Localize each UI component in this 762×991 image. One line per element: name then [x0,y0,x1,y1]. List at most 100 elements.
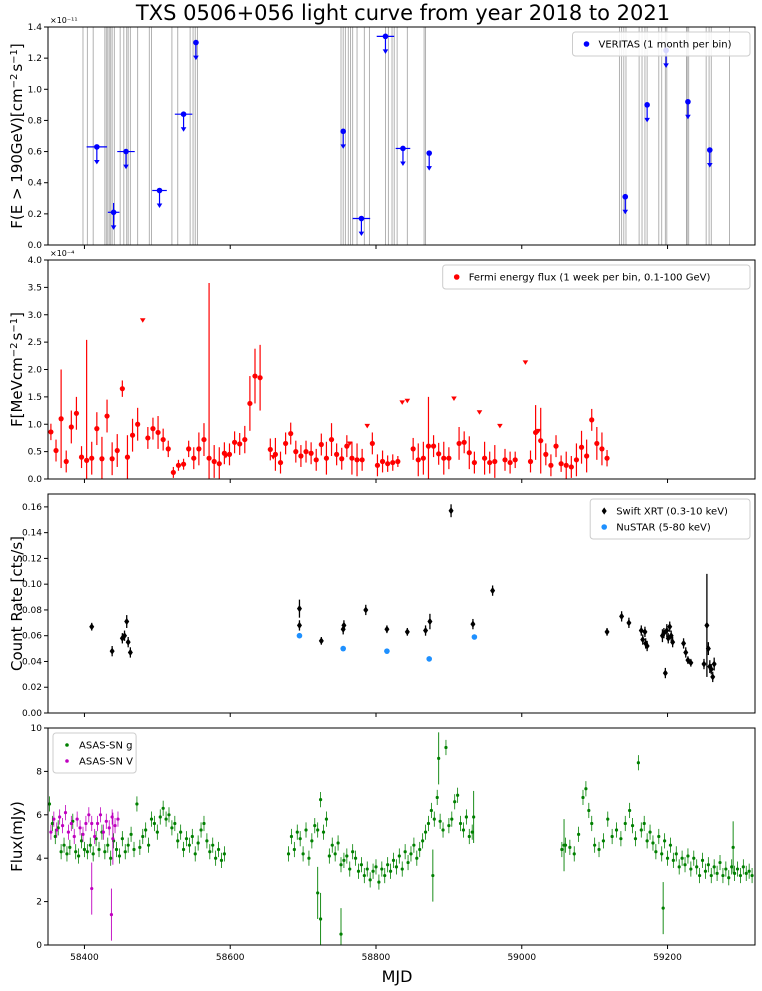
swift-point [318,637,324,645]
asassn-g-point [141,834,145,839]
asassn-g-point [289,834,294,839]
asassn-v-point [55,828,59,832]
asassn-g-point [103,850,107,854]
asassn-g-point [444,745,448,750]
asassn-g-point [304,828,308,832]
fermi-point [175,462,182,468]
fermi-point [73,410,80,416]
fermi-upper-limit [497,423,503,429]
asassn-g-point [695,865,699,869]
swift-point [670,638,676,646]
y-axis-label-part: F[MeVcm [8,357,26,427]
axes-frame [47,493,756,714]
asassn-g-point [109,856,113,860]
asassn-g-point [750,873,754,878]
fermi-point [277,459,284,466]
asassn-g-point [661,906,665,910]
swift-point [705,644,711,653]
veritas-ul-arrow [156,203,163,209]
asassn-g-point [330,843,334,847]
asassn-g-point [310,839,314,843]
asassn-g-point [577,832,581,836]
asassn-v-point [93,834,97,839]
fermi-point [323,455,330,461]
fermi-point [578,444,585,450]
veritas-point [382,33,389,40]
asassn-g-point [435,795,439,800]
swift-point [701,660,707,668]
veritas-point [193,39,199,46]
asassn-g-point [636,761,640,765]
plot-area [82,27,730,245]
veritas-ul-arrow [644,117,650,123]
fermi-point [334,451,340,457]
asassn-g-point [292,847,296,852]
fermi-point [538,438,544,444]
fermi-point [247,400,253,407]
y-tick-label: 0.06 [22,632,42,642]
fermi-point [359,457,365,463]
swift-point [89,623,95,631]
fermi-point [48,429,54,435]
asassn-g-point [461,828,466,832]
veritas-point [340,128,346,135]
asassn-g-point [216,847,221,852]
asassn-g-point [318,917,323,921]
veritas-ul-arrow [707,163,713,168]
nustar-point [426,656,432,662]
asassn-g-point [732,871,737,875]
asassn-g-point [339,932,343,936]
fermi-point [584,453,590,459]
swift-point [664,626,670,635]
asassn-g-point [114,847,119,852]
asassn-g-point [181,847,186,852]
fermi-point [410,446,416,452]
fermi-point [568,464,574,470]
swift-point [638,626,644,635]
fermi-point [558,461,564,467]
asassn-g-point [368,878,372,882]
fermi-point [119,386,125,392]
asassn-v-point [52,817,56,821]
asassn-g-point [79,839,84,843]
fermi-panel: 0.00.51.01.52.02.53.03.54.0×10⁻⁴F[MeVcm−… [8,249,756,485]
y-multiplier: ×10⁻¹¹ [50,16,78,25]
legend-box [442,264,751,290]
fermi-point [160,436,166,443]
legend-label: Swift XRT (0.3-10 keV) [616,507,728,518]
veritas-point [94,144,100,150]
swift-point [109,647,115,655]
asassn-g-point [380,867,384,871]
asassn-g-point [601,839,605,843]
x-tick-label: 58600 [216,953,245,963]
veritas-ul-arrow [622,209,629,215]
nustar-point [296,632,303,639]
asassn-g-point [152,821,157,826]
asassn-g-point [590,821,594,826]
fermi-point [186,446,192,452]
asassn-g-point [633,837,638,841]
asassn-g-point [731,845,735,849]
swift-point [490,587,496,595]
veritas-point [622,193,629,200]
asassn-g-point [692,856,696,860]
asassn-g-point [164,817,168,821]
plot-area [48,732,754,945]
fermi-point [191,455,197,461]
fermi-point [104,413,110,419]
swift-point [662,669,668,677]
fermi-point [318,441,324,448]
fermi-point [594,440,600,447]
asassn-g-point [562,843,566,847]
asassn-g-point [161,806,165,810]
fermi-point [78,454,85,460]
asassn-g-point [470,830,474,834]
asassn-g-point [91,852,95,856]
asassn-g-point [741,865,745,869]
fermi-point [374,462,381,468]
veritas-point [400,145,406,152]
fermi-point [99,456,105,462]
asassn-g-point [619,837,623,841]
asassn-v-point [109,913,114,917]
